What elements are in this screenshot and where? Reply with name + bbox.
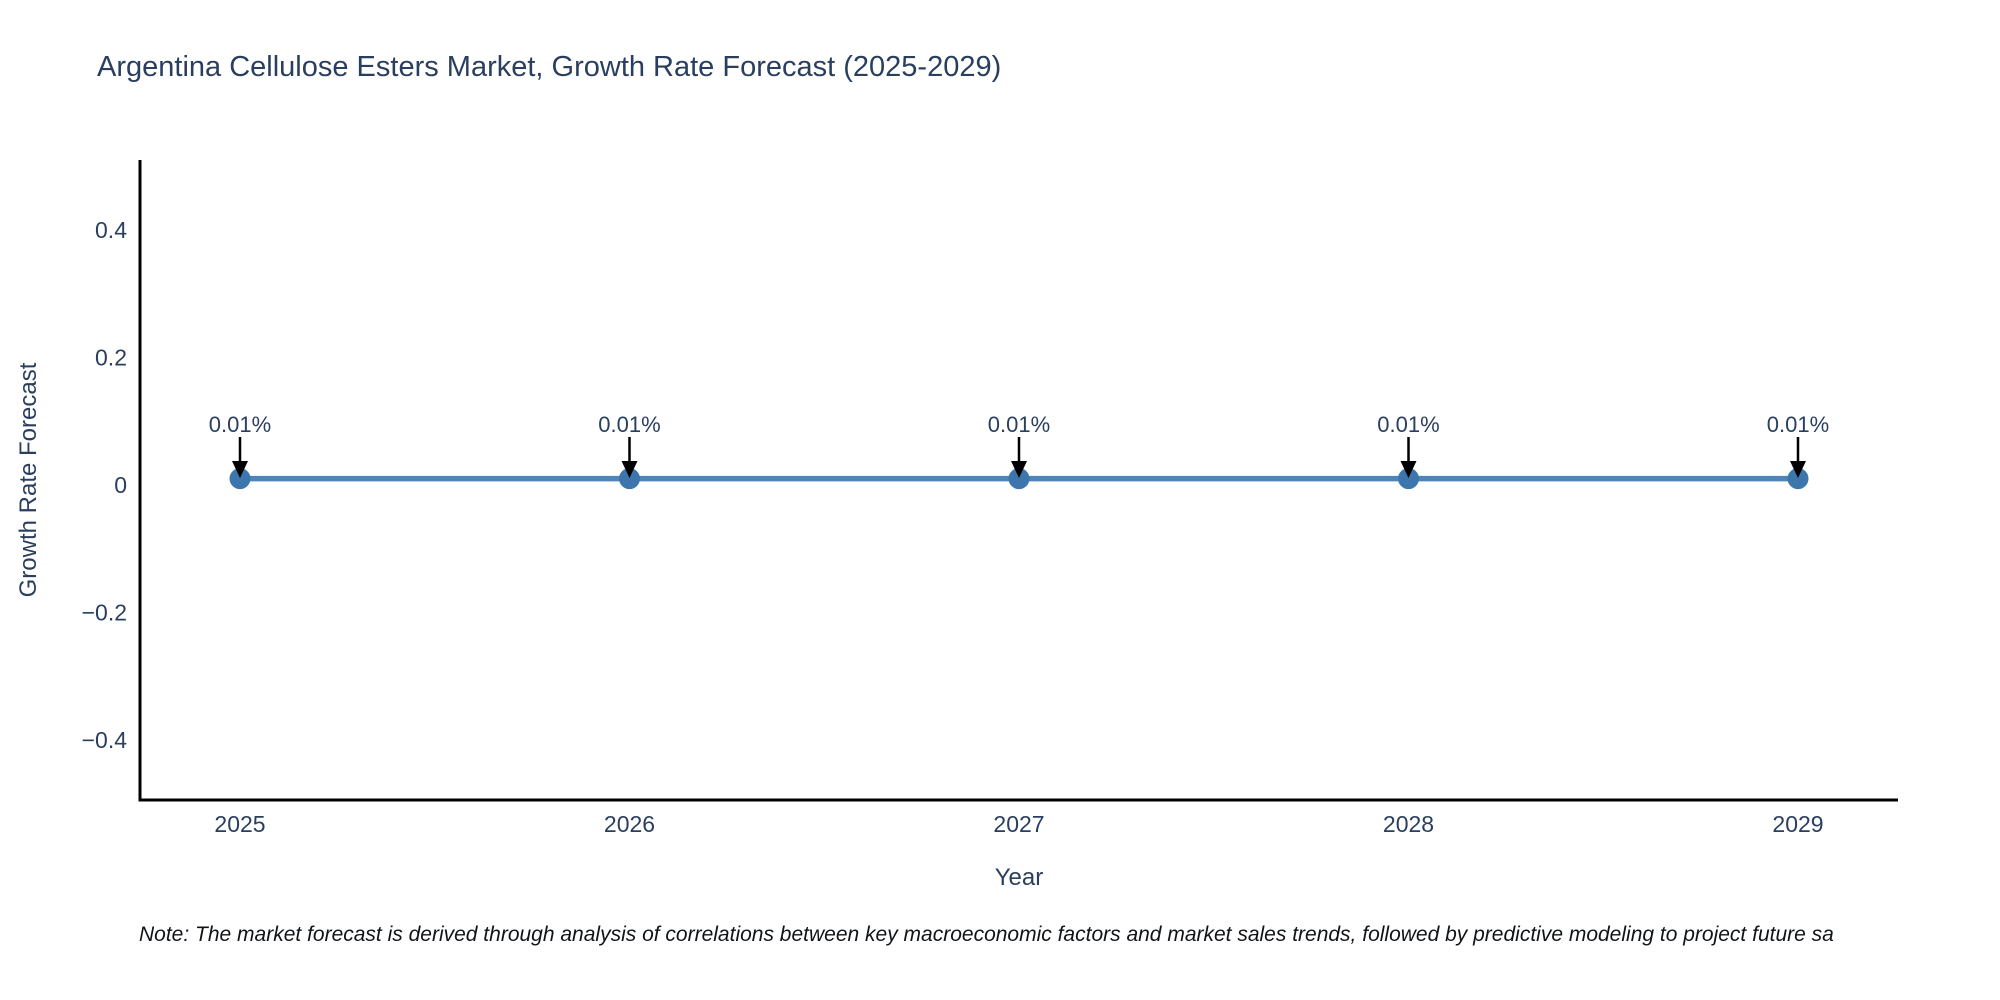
annotation-label: 0.01% (209, 412, 271, 437)
x-axis-title: Year (995, 864, 1044, 891)
series-group (229, 468, 1809, 490)
data-point-marker (1398, 468, 1419, 490)
annotations-group: 0.01% 0.01% 0.01% 0.01% 0.01% (209, 412, 1829, 478)
annotation-arrow-head (1400, 461, 1417, 478)
annotation-arrow-head (232, 461, 248, 478)
y-tick-label: 0.2 (95, 345, 127, 371)
data-point-marker (619, 468, 640, 490)
data-point-marker (1787, 468, 1809, 490)
footnote: Note: The market forecast is derived thr… (139, 923, 1834, 946)
chart-title: Argentina Cellulose Esters Market, Growt… (97, 51, 1001, 83)
y-tick-label: −0.4 (82, 727, 128, 753)
y-tick-labels: 0.4 0.2 0 −0.2 −0.4 (82, 217, 128, 753)
x-tick-label: 2029 (1772, 811, 1823, 837)
data-point-marker (1008, 468, 1030, 490)
y-tick-label: 0.4 (95, 217, 127, 243)
y-tick-label: 0 (114, 472, 127, 498)
x-tick-labels: 2025 2026 2027 2028 2029 (214, 811, 1823, 837)
annotation-label: 0.01% (988, 412, 1050, 437)
annotation-label: 0.01% (1767, 412, 1829, 437)
annotation-arrow-head (1011, 461, 1027, 478)
x-tick-label: 2028 (1383, 811, 1434, 837)
annotation-label: 0.01% (1377, 412, 1439, 437)
y-axis-title: Growth Rate Forecast (15, 362, 42, 597)
x-tick-label: 2026 (604, 811, 655, 837)
annotation-arrow-head (621, 461, 638, 478)
x-tick-label: 2027 (993, 811, 1044, 837)
y-tick-label: −0.2 (82, 600, 127, 626)
data-point-marker (229, 468, 251, 490)
annotation-label: 0.01% (598, 412, 660, 437)
annotation-arrow-head (1790, 461, 1806, 478)
x-tick-label: 2025 (214, 811, 265, 837)
